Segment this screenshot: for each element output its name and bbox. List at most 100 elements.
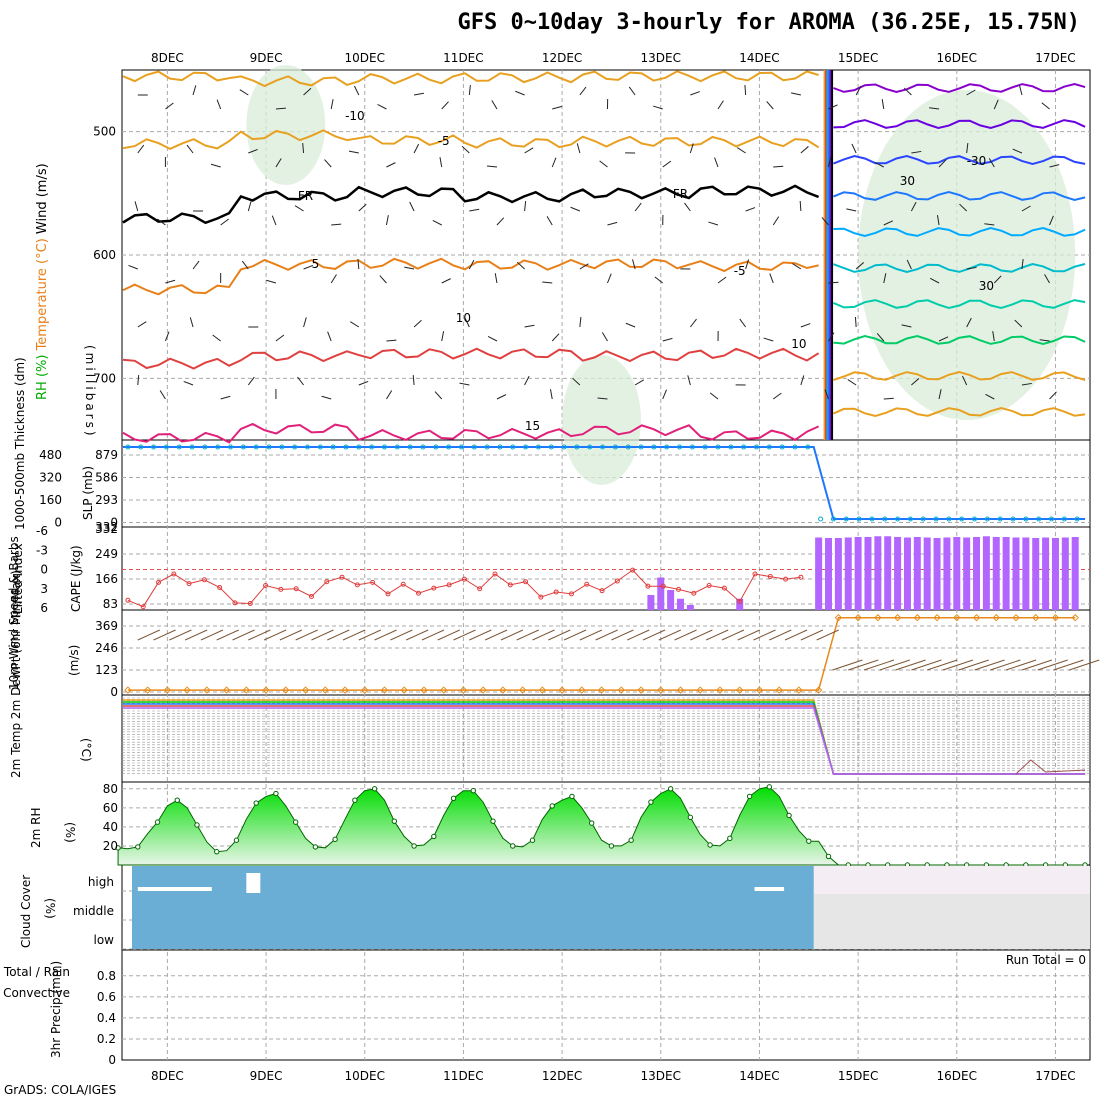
cape-bar xyxy=(834,538,842,610)
temp-contour xyxy=(122,184,820,225)
rh-point xyxy=(786,812,792,819)
wind-barb xyxy=(275,158,282,168)
cape-tick: 83 xyxy=(103,597,118,611)
contour-label: FR xyxy=(673,187,688,201)
li-point xyxy=(798,574,804,580)
wind-barb xyxy=(772,392,782,400)
surface-wind-barb xyxy=(879,659,910,671)
wind-ylabel: 10m Wind Speed & Barbs xyxy=(7,536,21,690)
surface-wind-barb xyxy=(832,659,863,671)
contour-label: 30 xyxy=(979,279,994,293)
precip-tick: 0.6 xyxy=(97,990,116,1004)
wind-barb xyxy=(828,332,835,342)
rh-point xyxy=(667,786,674,792)
wind-barb xyxy=(570,206,581,212)
wind-barb xyxy=(1014,319,1023,328)
thickness-point xyxy=(523,444,529,450)
wind-barb xyxy=(331,223,342,226)
rh-point xyxy=(628,837,634,843)
wind-barb xyxy=(137,374,140,386)
li-point xyxy=(737,599,743,605)
rh-point xyxy=(411,843,417,849)
wind-speed-point xyxy=(854,613,862,622)
thickness-point xyxy=(818,516,824,522)
surface-wind-barb xyxy=(295,629,318,641)
surface-wind-barb xyxy=(263,629,287,641)
wind-speed-point xyxy=(716,686,724,694)
wind-speed-point xyxy=(775,686,783,694)
wind-barb xyxy=(906,259,912,270)
wind-speed-point xyxy=(538,686,547,694)
thickness-point xyxy=(369,444,375,450)
wind-barb xyxy=(653,105,663,110)
rh-point xyxy=(135,844,141,850)
temp-contour xyxy=(122,257,819,296)
cloud-gap xyxy=(246,873,261,893)
date-label-top: 11DEC xyxy=(443,51,483,65)
li-point xyxy=(783,576,789,582)
rh-point xyxy=(214,848,220,855)
thickness-point xyxy=(125,444,131,450)
wind-barb xyxy=(800,375,805,386)
wind-barb xyxy=(966,89,976,96)
wind-speed-point xyxy=(282,686,290,694)
wind-barb xyxy=(412,374,415,386)
wind-barb xyxy=(824,389,829,400)
wind-barb xyxy=(461,145,470,154)
cape-bar xyxy=(884,536,892,610)
wind-barb xyxy=(266,279,277,284)
rh-point xyxy=(727,835,733,842)
thickness-point xyxy=(805,444,811,450)
wind-tick: 0 xyxy=(110,685,118,699)
li-tick: 3 xyxy=(40,582,48,596)
wind-speed-point xyxy=(479,686,487,694)
wind-barb xyxy=(634,202,642,212)
wind-barb xyxy=(911,150,922,154)
cape-bar xyxy=(913,537,921,610)
wind-barb xyxy=(524,147,534,154)
li-point xyxy=(523,579,529,585)
surface-wind-barb xyxy=(169,629,192,641)
wind-speed-point xyxy=(735,686,744,694)
wind-barb xyxy=(662,160,672,168)
rh-shading xyxy=(562,355,642,485)
wind-speed-point xyxy=(893,613,902,622)
cape-bar xyxy=(1002,537,1010,610)
thickness-point xyxy=(1049,516,1055,522)
wind-barb xyxy=(297,376,304,386)
rh-point xyxy=(806,838,812,844)
thickness-point xyxy=(228,444,234,450)
wind-barb xyxy=(137,321,147,328)
wind-speed-point xyxy=(499,686,507,694)
thickness-point xyxy=(856,516,862,522)
wind-barb xyxy=(662,389,667,400)
contour-label: 10 xyxy=(791,337,806,351)
wind-speed-point xyxy=(341,686,349,694)
rh-shading xyxy=(858,90,1076,420)
surface-wind-barb xyxy=(990,659,1021,671)
temp-contour-right xyxy=(833,334,1086,346)
surface-wind-barb xyxy=(327,629,350,641)
wind-barb xyxy=(847,379,857,386)
wind-speed-point xyxy=(1051,613,1060,622)
surface-wind-barb xyxy=(816,629,839,641)
li-point xyxy=(599,588,605,594)
li-tick: 6 xyxy=(40,601,48,615)
wind-barb xyxy=(386,339,397,342)
wind-speed-point xyxy=(795,686,803,694)
thickness-point xyxy=(317,444,323,450)
surface-wind-barb xyxy=(1037,659,1068,671)
wind-barb xyxy=(491,100,498,110)
slp-tick: 586 xyxy=(95,471,118,485)
wind-speed-point xyxy=(1032,613,1040,622)
li-point xyxy=(461,576,467,582)
wind-barb xyxy=(1039,339,1050,342)
wind-speed-point xyxy=(578,686,586,694)
wind-speed-point xyxy=(696,686,704,694)
thickness-point xyxy=(792,444,798,450)
wind-yunit: (m/s) xyxy=(67,645,81,676)
wind-barb xyxy=(186,144,194,154)
cape-bar xyxy=(963,537,971,610)
wind-speed-point xyxy=(518,686,527,694)
wind-barb xyxy=(851,143,857,154)
